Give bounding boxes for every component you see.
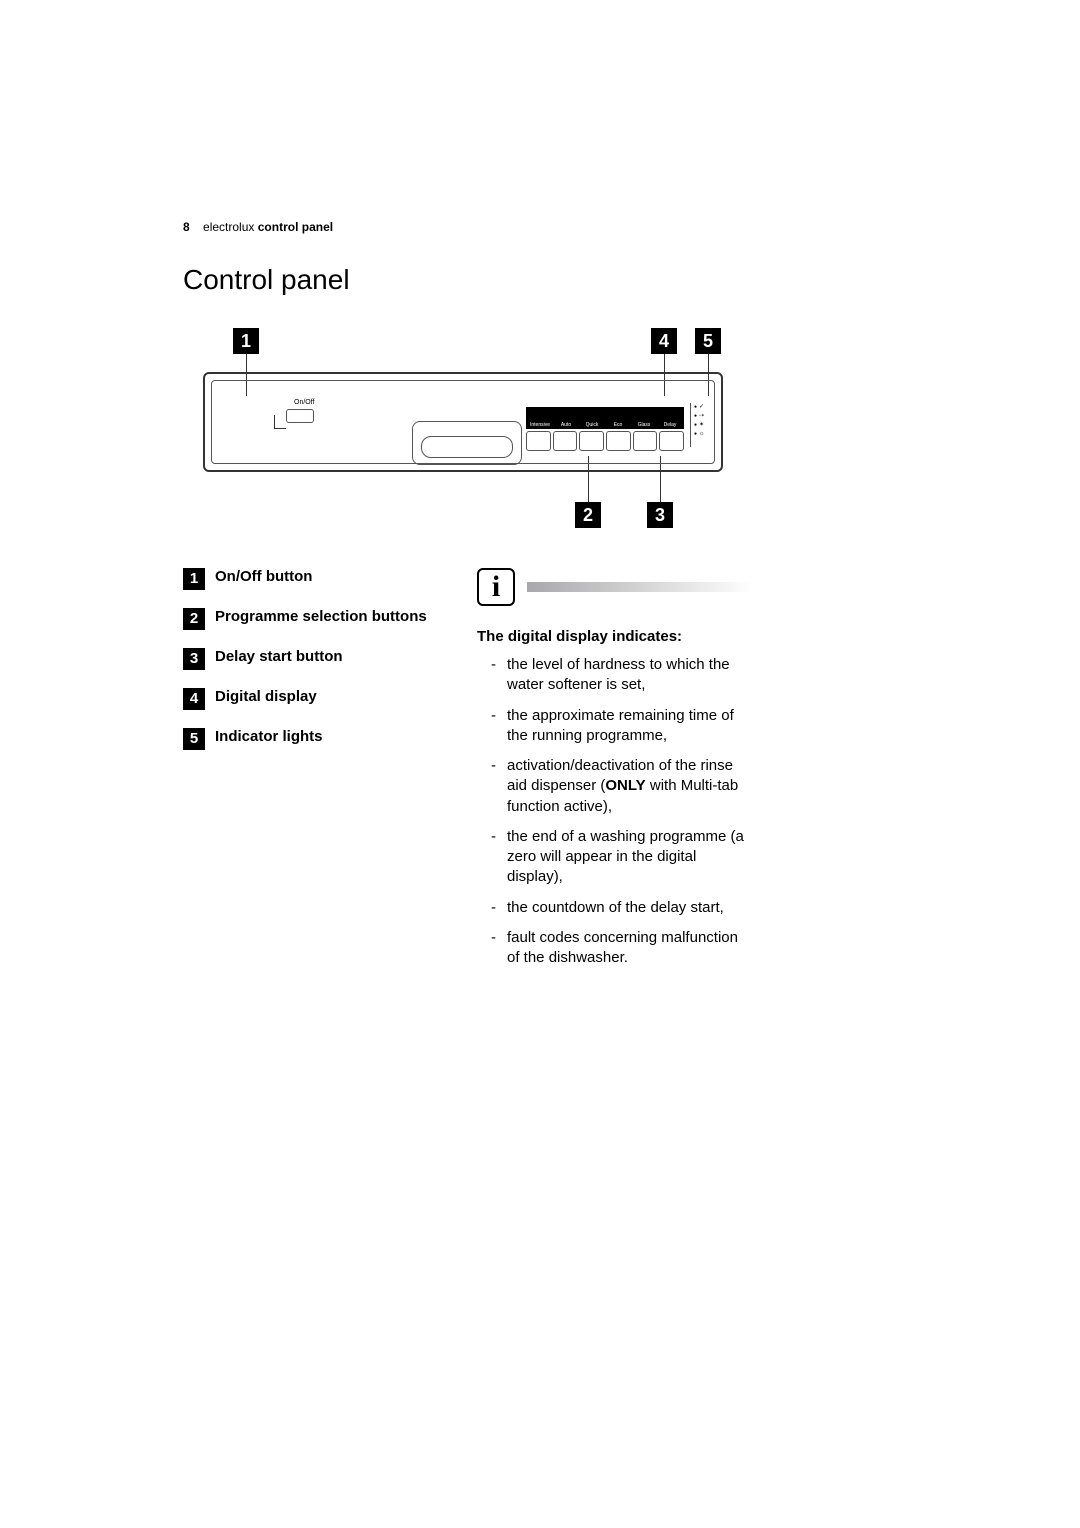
info-column: i The digital display indicates: the lev… xyxy=(477,568,753,978)
legend-number: 5 xyxy=(183,728,205,750)
prog-label: Intensive xyxy=(528,422,552,428)
programme-button[interactable] xyxy=(526,431,551,451)
info-item: the end of a washing programme (a zero w… xyxy=(491,827,753,888)
indicator-lights: ✓ ⇢ ✶ ☼ xyxy=(690,403,712,447)
info-item: activation/deactivation of the rinse aid… xyxy=(491,756,753,817)
legend-number: 4 xyxy=(183,688,205,710)
prog-label: Auto xyxy=(554,422,578,428)
onoff-leader xyxy=(274,415,286,429)
legend-number: 3 xyxy=(183,648,205,670)
programme-button[interactable] xyxy=(606,431,631,451)
indicator-light-icon: ✓ xyxy=(694,403,712,412)
callout-2: 2 xyxy=(575,502,601,528)
panel-inner-frame: On/Off Intensive Auto Quick Eco Glass De… xyxy=(211,380,715,464)
info-list: the level of hardness to which the water… xyxy=(477,655,753,968)
info-heading: The digital display indicates: xyxy=(477,628,753,645)
legend-label: Digital display xyxy=(215,688,317,705)
info-item: the level of hardness to which the water… xyxy=(491,655,753,696)
info-item: the countdown of the delay start, xyxy=(491,898,753,918)
onoff-label: On/Off xyxy=(294,399,315,406)
only-word: ONLY xyxy=(605,777,645,794)
indicator-light-icon: ☼ xyxy=(694,430,712,439)
callout-1: 1 xyxy=(233,328,259,354)
indicator-light-icon: ✶ xyxy=(694,421,712,430)
prog-label: Delay xyxy=(658,422,682,428)
page-title: Control panel xyxy=(183,264,753,296)
info-icon: i xyxy=(477,568,515,606)
callout-5: 5 xyxy=(695,328,721,354)
page-content: 8 electrolux control panel Control panel… xyxy=(183,220,753,978)
running-header: 8 electrolux control panel xyxy=(183,220,753,234)
page-number: 8 xyxy=(183,220,190,234)
panel-frame: On/Off Intensive Auto Quick Eco Glass De… xyxy=(203,372,723,472)
brand-name: electrolux xyxy=(203,220,254,234)
legend-item: 4 Digital display xyxy=(183,688,459,710)
programme-label-bar: Intensive Auto Quick Eco Glass Delay xyxy=(526,407,684,429)
programme-button[interactable] xyxy=(633,431,658,451)
prog-label: Glass xyxy=(632,422,656,428)
programme-button[interactable] xyxy=(579,431,604,451)
prog-label: Eco xyxy=(606,422,630,428)
prog-label: Quick xyxy=(580,422,604,428)
legend-number: 2 xyxy=(183,608,205,630)
legend-number: 1 xyxy=(183,568,205,590)
callout-4: 4 xyxy=(651,328,677,354)
info-icon-row: i xyxy=(477,568,753,606)
programme-button[interactable] xyxy=(553,431,578,451)
programme-buttons xyxy=(526,431,684,451)
control-panel-diagram: 1 4 5 2 3 On/Off Intensive Auto xyxy=(203,328,723,538)
door-handle-grip xyxy=(421,436,513,458)
callout-3: 3 xyxy=(647,502,673,528)
legend-item: 1 On/Off button xyxy=(183,568,459,590)
info-gradient-bar xyxy=(527,582,753,592)
delay-start-button[interactable] xyxy=(659,431,684,451)
section-name: control panel xyxy=(258,220,333,234)
info-item: the approximate remaining time of the ru… xyxy=(491,706,753,747)
legend-column: 1 On/Off button 2 Programme selection bu… xyxy=(183,568,459,978)
legend-item: 5 Indicator lights xyxy=(183,728,459,750)
indicator-light-icon: ⇢ xyxy=(694,412,712,421)
legend-item: 2 Programme selection buttons xyxy=(183,608,459,630)
door-handle xyxy=(412,421,522,465)
onoff-button[interactable] xyxy=(286,409,314,423)
legend-label: On/Off button xyxy=(215,568,312,585)
legend-label: Delay start button xyxy=(215,648,343,665)
legend-label: Indicator lights xyxy=(215,728,323,745)
info-item: fault codes concerning malfunction of th… xyxy=(491,928,753,969)
programme-strip: Intensive Auto Quick Eco Glass Delay xyxy=(526,407,684,455)
legend-item: 3 Delay start button xyxy=(183,648,459,670)
legend-label: Programme selection buttons xyxy=(215,608,427,625)
columns: 1 On/Off button 2 Programme selection bu… xyxy=(183,568,753,978)
